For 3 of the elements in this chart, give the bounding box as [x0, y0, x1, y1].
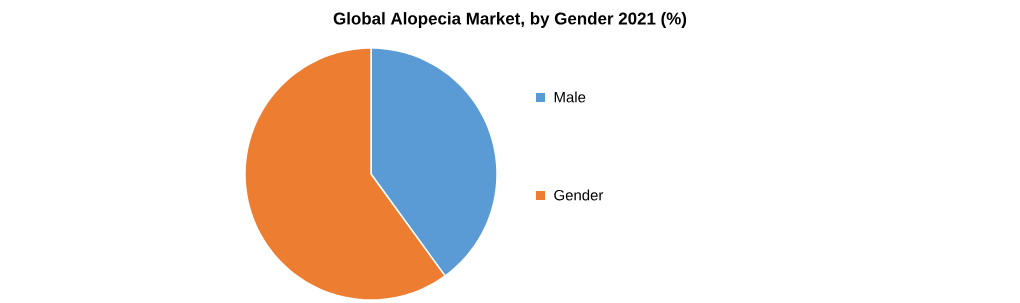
legend-label: Male	[554, 91, 586, 103]
legend-label: Gender	[554, 189, 604, 201]
chart-title: Global Alopecia Market, by Gender 2021 (%)	[333, 12, 687, 28]
